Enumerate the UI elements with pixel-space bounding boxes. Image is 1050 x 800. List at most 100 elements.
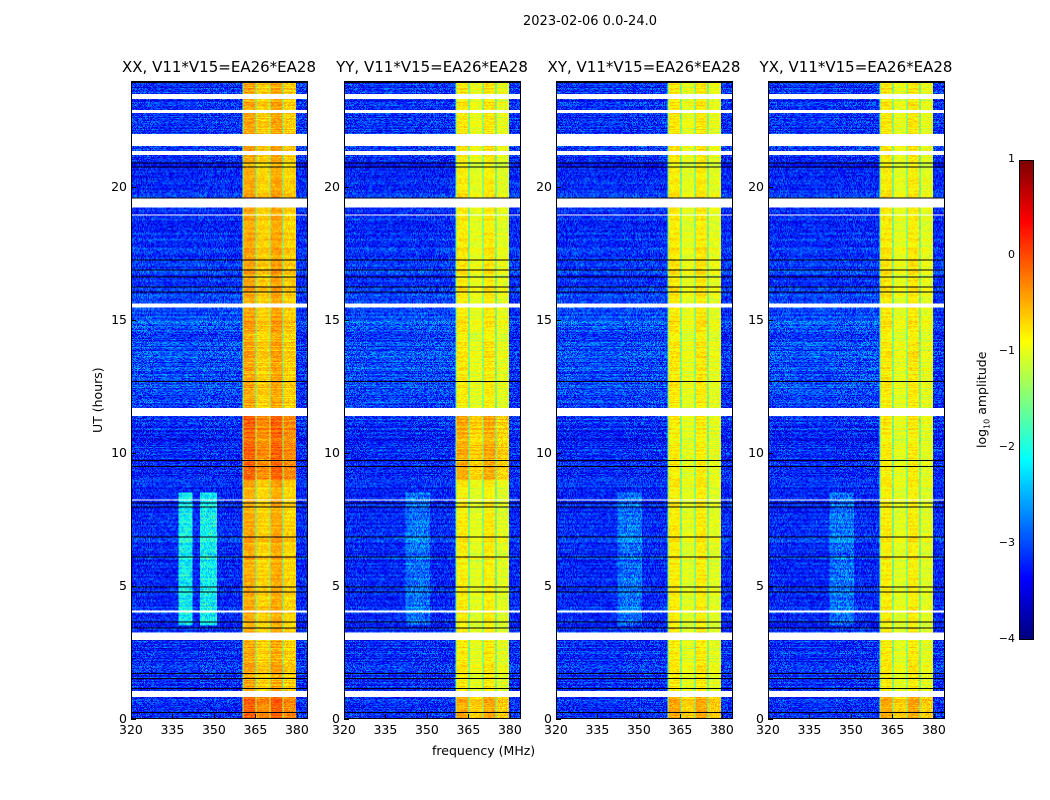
x-tick-label: 320 bbox=[332, 722, 356, 737]
panel-title: XX, V11*V15=EA26*EA28 bbox=[121, 58, 316, 76]
y-axis-label: UT (hours) bbox=[90, 367, 105, 433]
y-tick-mark bbox=[131, 586, 136, 588]
x-tick-mark bbox=[131, 714, 132, 719]
y-tick-label: 15 bbox=[536, 312, 552, 328]
x-tick-mark bbox=[892, 714, 894, 719]
x-tick-label: 380 bbox=[284, 722, 309, 737]
y-tick-mark bbox=[131, 320, 136, 322]
heatmap-image bbox=[769, 82, 944, 718]
y-tick-mark bbox=[768, 187, 773, 189]
panel-title: XY, V11*V15=EA26*EA28 bbox=[547, 58, 741, 76]
heatmap-panel-xx bbox=[131, 81, 308, 719]
y-tick-label: 10 bbox=[111, 445, 127, 461]
heatmap-panel-xy bbox=[556, 81, 733, 719]
y-tick-mark bbox=[344, 320, 349, 322]
x-tick-label: 335 bbox=[797, 722, 822, 737]
y-tick-label: 5 bbox=[119, 578, 127, 594]
colorbar-tick-label: −2 bbox=[998, 440, 1015, 453]
y-tick-mark bbox=[344, 586, 349, 588]
x-tick-mark bbox=[556, 714, 557, 719]
y-tick-mark bbox=[344, 453, 349, 455]
y-tick-label: 10 bbox=[324, 445, 340, 461]
figure-title: 2023-02-06 0.0-24.0 bbox=[523, 14, 657, 29]
x-tick-label: 320 bbox=[756, 722, 780, 737]
x-tick-mark bbox=[680, 714, 682, 719]
x-tick-mark bbox=[385, 714, 387, 719]
x-tick-mark bbox=[426, 714, 428, 719]
y-tick-label: 0 bbox=[332, 711, 340, 726]
y-tick-mark bbox=[131, 187, 136, 189]
y-tick-mark bbox=[131, 453, 136, 455]
x-tick-mark bbox=[850, 714, 852, 719]
colorbar-tick-label: 0 bbox=[1008, 248, 1015, 261]
y-tick-mark bbox=[768, 320, 773, 322]
x-tick-label: 365 bbox=[243, 722, 268, 737]
y-tick-mark bbox=[556, 586, 561, 588]
heatmap-image bbox=[132, 82, 307, 718]
y-tick-label: 0 bbox=[756, 711, 764, 726]
heatmap-image bbox=[557, 82, 732, 718]
heatmap-panel-yy bbox=[344, 81, 521, 719]
y-tick-mark bbox=[768, 586, 773, 588]
x-tick-label: 350 bbox=[201, 722, 226, 737]
y-tick-label: 0 bbox=[544, 711, 552, 726]
y-tick-mark bbox=[556, 320, 561, 322]
x-tick-label: 335 bbox=[585, 722, 610, 737]
y-tick-label: 5 bbox=[544, 578, 552, 594]
x-tick-mark bbox=[721, 714, 723, 719]
colorbar-label: log10 amplitude bbox=[974, 351, 992, 448]
y-tick-label: 5 bbox=[332, 578, 340, 594]
x-tick-mark bbox=[255, 714, 257, 719]
x-tick-mark bbox=[296, 714, 298, 719]
y-tick-mark bbox=[344, 187, 349, 189]
y-tick-label: 10 bbox=[748, 445, 764, 461]
x-tick-mark bbox=[213, 714, 215, 719]
y-tick-label: 20 bbox=[111, 179, 127, 195]
x-tick-mark bbox=[344, 714, 345, 719]
y-tick-label: 10 bbox=[536, 445, 552, 461]
x-tick-label: 380 bbox=[497, 722, 522, 737]
x-tick-label: 320 bbox=[544, 722, 568, 737]
x-tick-mark bbox=[509, 714, 511, 719]
colorbar-tick-label: −3 bbox=[998, 536, 1015, 549]
x-tick-label: 380 bbox=[921, 722, 946, 737]
x-tick-mark bbox=[809, 714, 811, 719]
y-tick-mark bbox=[344, 719, 349, 720]
x-tick-label: 335 bbox=[160, 722, 185, 737]
y-tick-label: 20 bbox=[536, 179, 552, 195]
heatmap-image bbox=[345, 82, 520, 718]
x-tick-mark bbox=[933, 714, 935, 719]
x-tick-label: 335 bbox=[373, 722, 398, 737]
panel-title: YX, V11*V15=EA26*EA28 bbox=[759, 58, 953, 76]
y-tick-label: 20 bbox=[324, 179, 340, 195]
colorbar-tick-label: 1 bbox=[1008, 152, 1015, 165]
x-tick-mark bbox=[172, 714, 174, 719]
x-tick-label: 380 bbox=[709, 722, 734, 737]
y-tick-mark bbox=[556, 453, 561, 455]
y-tick-label: 15 bbox=[324, 312, 340, 328]
x-tick-mark bbox=[638, 714, 640, 719]
y-tick-mark bbox=[768, 453, 773, 455]
y-tick-label: 5 bbox=[756, 578, 764, 594]
y-tick-label: 15 bbox=[748, 312, 764, 328]
y-tick-label: 20 bbox=[748, 179, 764, 195]
x-tick-mark bbox=[597, 714, 599, 719]
y-tick-label: 15 bbox=[111, 312, 127, 328]
x-tick-label: 365 bbox=[668, 722, 693, 737]
colorbar-tick-label: −4 bbox=[998, 632, 1015, 645]
colorbar-tick-label: −1 bbox=[998, 344, 1015, 357]
colorbar bbox=[1019, 160, 1034, 640]
y-tick-mark bbox=[556, 187, 561, 189]
x-tick-label: 350 bbox=[838, 722, 863, 737]
x-tick-label: 350 bbox=[626, 722, 651, 737]
x-tick-label: 350 bbox=[414, 722, 439, 737]
y-tick-mark bbox=[131, 719, 136, 720]
heatmap-panel-yx bbox=[768, 81, 945, 719]
x-tick-label: 320 bbox=[119, 722, 143, 737]
y-tick-mark bbox=[556, 719, 561, 720]
y-tick-label: 0 bbox=[119, 711, 127, 726]
x-tick-label: 365 bbox=[880, 722, 905, 737]
y-tick-mark bbox=[768, 719, 773, 720]
x-tick-label: 365 bbox=[456, 722, 481, 737]
